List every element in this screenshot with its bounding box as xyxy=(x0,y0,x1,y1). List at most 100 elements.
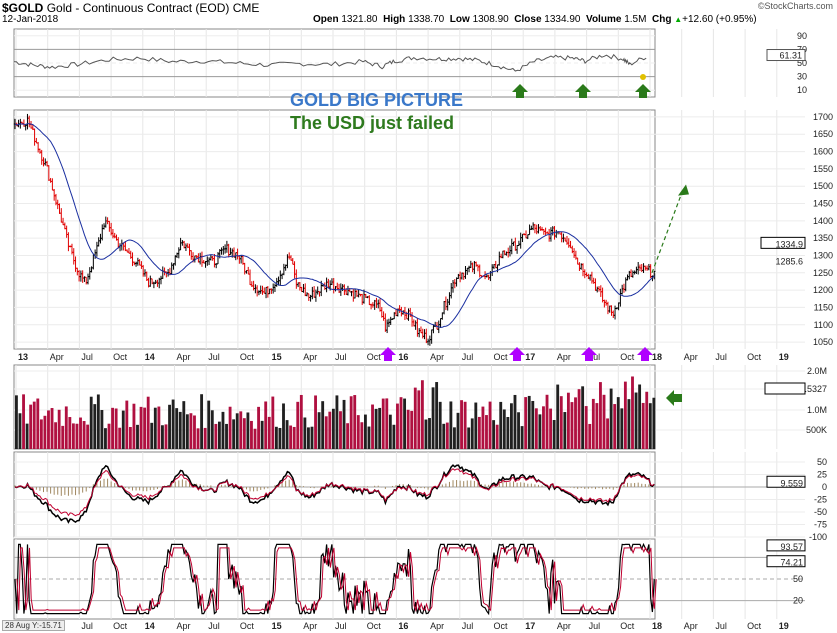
x-tick-label-bottom: Oct xyxy=(747,621,762,631)
price-y-tick: 1250 xyxy=(813,268,833,278)
x-tick-label-bottom: Apr xyxy=(684,621,698,631)
x-tick-label-bottom: Oct xyxy=(620,621,635,631)
volume-bar xyxy=(54,422,58,449)
macd-y-tick: 50 xyxy=(817,457,827,467)
stoch-y-tick-20: 20 xyxy=(793,596,803,606)
x-tick-label-bottom: Oct xyxy=(113,621,128,631)
volume-y-tick: 500K xyxy=(806,425,827,435)
x-tick-label: Apr xyxy=(50,352,64,362)
volume-bar xyxy=(314,395,317,449)
volume-bar xyxy=(257,406,261,449)
x-tick-label: 15 xyxy=(272,352,282,362)
volume-bar xyxy=(517,412,520,449)
volume-bar xyxy=(509,403,513,449)
volume-bar xyxy=(36,398,40,449)
high-label: High xyxy=(383,14,406,25)
chg-label: Chg xyxy=(651,14,672,25)
x-tick-label: Oct xyxy=(367,352,382,362)
price-y-tick: 1550 xyxy=(813,164,833,174)
volume-bar xyxy=(367,426,371,449)
volume-bar xyxy=(242,418,246,449)
volume-bar xyxy=(620,408,624,449)
x-tick-label: Jul xyxy=(81,352,93,362)
x-tick-label-bottom: Oct xyxy=(240,621,255,631)
volume-y-tick: 1.0M xyxy=(807,405,827,415)
volume-bar xyxy=(61,425,65,449)
volume-bar xyxy=(292,426,296,449)
volume-bar xyxy=(406,409,410,449)
volume-y-tick: 2.0M xyxy=(807,366,827,376)
x-tick-label-bottom: Apr xyxy=(303,621,317,631)
x-tick-label-bottom: 19 xyxy=(779,621,789,631)
volume-bar xyxy=(178,411,182,449)
chg-up-arrow: ▲ xyxy=(674,15,683,24)
price-moving-average xyxy=(14,123,655,328)
price-last-value: 1334.9 xyxy=(775,239,803,249)
volume-bar xyxy=(374,408,378,449)
volume-bar xyxy=(645,391,649,449)
volume-bar xyxy=(477,416,481,449)
macd-y-tick: -100 xyxy=(809,532,827,542)
volume-bar xyxy=(250,420,253,449)
x-tick-label: Apr xyxy=(430,352,444,362)
volume-bar xyxy=(239,411,243,449)
stoch-last-value: 93.57 xyxy=(780,542,803,552)
volume-bar xyxy=(121,410,125,449)
volume-bar xyxy=(232,419,236,449)
x-tick-label: Apr xyxy=(557,352,571,362)
x-tick-label-bottom: Apr xyxy=(557,621,571,631)
panel-price xyxy=(13,109,656,350)
close-value: 1334.90 xyxy=(544,14,581,25)
volume-bar xyxy=(456,412,460,449)
volume-bar xyxy=(32,401,36,449)
volume-bar xyxy=(299,394,303,449)
purple-up-arrow xyxy=(380,347,396,361)
volume-bar xyxy=(228,406,232,449)
volume-bars-group xyxy=(15,376,656,449)
price-ma-value: 1285.6 xyxy=(775,257,803,267)
x-tick-label: 16 xyxy=(398,352,408,362)
volume-bar xyxy=(602,394,606,449)
x-tick-label-bottom: 16 xyxy=(398,621,408,631)
volume-bar xyxy=(613,404,617,449)
x-tick-label: 13 xyxy=(18,352,28,362)
volume-bar xyxy=(488,401,492,449)
volume-label: Volume xyxy=(586,14,622,25)
x-tick-label: Oct xyxy=(494,352,509,362)
volume-bar xyxy=(346,423,350,449)
volume-bar xyxy=(581,386,585,449)
x-tick-label: 19 xyxy=(779,352,789,362)
x-tick-label: Oct xyxy=(620,352,635,362)
rsi-y-tick: 10 xyxy=(797,85,807,95)
volume-bar xyxy=(274,426,278,449)
volume-bar xyxy=(513,394,517,449)
volume-bar xyxy=(403,398,407,449)
volume-bar xyxy=(506,416,510,449)
x-tick-label: Jul xyxy=(208,352,220,362)
volume-bar xyxy=(25,423,29,449)
volume-bar xyxy=(577,389,581,449)
annotation-subtitle: The USD just failed xyxy=(290,113,454,133)
volume-bar xyxy=(631,376,634,449)
volume-bar xyxy=(584,406,588,449)
volume-bar xyxy=(563,412,567,449)
volume-bar xyxy=(381,398,385,449)
volume-bar xyxy=(267,416,271,449)
volume-bar xyxy=(627,399,631,449)
volume-bar xyxy=(524,397,528,449)
x-tick-label-bottom: Jul xyxy=(81,621,93,631)
x-tick-label-bottom: 18 xyxy=(652,621,662,631)
close-label: Close xyxy=(514,14,542,25)
volume-bar xyxy=(271,396,275,449)
volume-bar xyxy=(168,404,171,449)
purple-up-arrow xyxy=(509,347,525,361)
x-tick-label: 18 xyxy=(652,352,662,362)
x-tick-label-bottom: Jul xyxy=(208,621,220,631)
volume-bar xyxy=(396,403,399,449)
volume-bar xyxy=(82,421,86,449)
volume-bar xyxy=(492,420,496,449)
rsi-highlight-dot xyxy=(640,74,646,80)
volume-bar xyxy=(307,427,310,449)
volume-bar xyxy=(349,396,353,449)
volume-bar xyxy=(225,423,228,449)
